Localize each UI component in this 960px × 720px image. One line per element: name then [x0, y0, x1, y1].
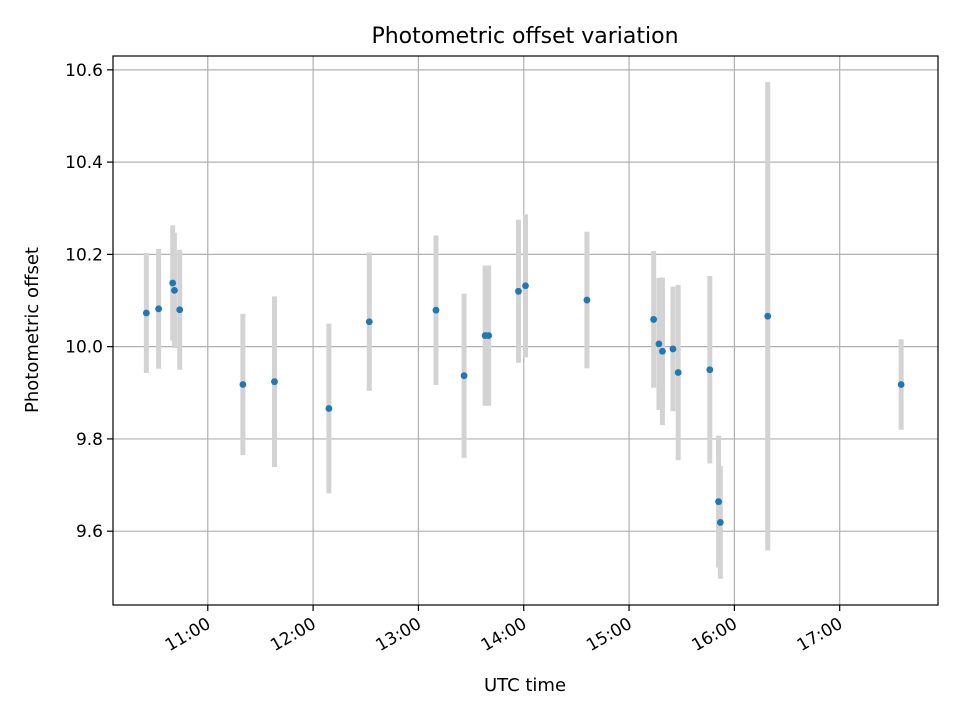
y-tick-label: 10.0	[65, 338, 103, 358]
plot-frame	[112, 55, 939, 606]
x-axis-label: UTC time	[484, 675, 566, 696]
data-point	[365, 318, 373, 326]
data-point	[485, 332, 493, 339]
data-point	[764, 312, 772, 320]
x-tick-label: 11:00	[162, 614, 214, 656]
data-point	[706, 366, 714, 374]
data-point	[171, 286, 178, 294]
data-point	[176, 306, 184, 314]
data-point	[715, 498, 722, 506]
x-tick-label: 17:00	[794, 614, 846, 656]
data-point	[460, 372, 468, 380]
x-tick-label: 15:00	[583, 614, 635, 656]
x-tick-label: 16:00	[688, 614, 740, 656]
data-point	[655, 340, 663, 348]
x-axis-ticks: 11:00 12:00 13:00 14:00 15:00 16:00 17:00	[162, 605, 846, 656]
x-tick-label: 13:00	[372, 614, 424, 656]
data-point	[674, 369, 682, 376]
data-point	[239, 381, 247, 388]
data-point	[155, 305, 163, 313]
y-axis-label: Photometric offset	[22, 247, 43, 413]
data-point	[271, 378, 278, 386]
y-tick-label: 10.2	[65, 245, 103, 265]
data-point	[716, 519, 724, 526]
data-point	[650, 316, 658, 323]
data-point	[142, 309, 150, 317]
data-point	[325, 405, 333, 412]
data-point	[522, 282, 529, 290]
chart-title: Photometric offset variation	[371, 24, 678, 49]
y-tick-label: 9.6	[76, 522, 103, 542]
data-point	[659, 347, 666, 355]
y-tick-label: 10.4	[65, 153, 103, 173]
x-tick-label: 14:00	[478, 614, 530, 656]
data-point	[583, 296, 591, 304]
data-point	[897, 381, 905, 388]
data-point	[515, 287, 522, 295]
y-tick-label: 9.8	[76, 430, 103, 450]
data-point	[432, 306, 440, 314]
data-points	[142, 279, 905, 526]
data-point	[169, 279, 177, 287]
y-axis-ticks: 9.6 9.8 10.0 10.2 10.4 10.6	[65, 61, 113, 542]
y-tick-label: 10.6	[65, 61, 103, 81]
data-point	[669, 345, 677, 353]
grid	[113, 56, 938, 605]
x-tick-label: 12:00	[267, 614, 319, 656]
